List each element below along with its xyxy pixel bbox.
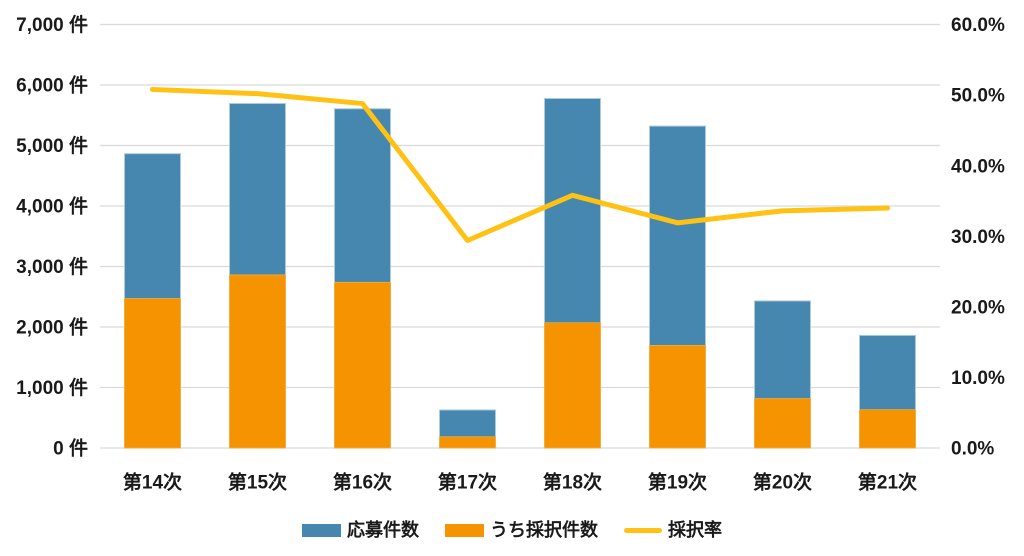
x-axis-category-label: 第19次 — [648, 471, 707, 494]
legend-label-rate: 採択率 — [668, 520, 722, 540]
right-axis-tick-label: 30.0% — [951, 227, 1005, 248]
bar-adopted-6 — [649, 345, 706, 449]
left-axis-tick-label: 2,000 件 — [16, 316, 88, 339]
left-axis-tick-label: 4,000 件 — [16, 195, 88, 218]
bar-adopted-5 — [544, 322, 601, 449]
legend-item-adopted: うち採択件数 — [445, 521, 598, 539]
x-axis-category-label: 第18次 — [543, 471, 602, 494]
right-axis-tick-label: 10.0% — [951, 368, 1005, 389]
rate-line — [150, 86, 890, 243]
left-axis-tick-label: 5,000 件 — [16, 134, 88, 157]
chart-legend: 応募件数 うち採択件数 採択率 — [0, 521, 1024, 539]
x-axis-category-label: 第14次 — [123, 471, 182, 494]
right-axis-tick-label: 40.0% — [951, 156, 1005, 177]
left-axis-tick-label: 3,000 件 — [16, 255, 88, 278]
x-axis-category-label: 第21次 — [858, 471, 917, 494]
legend-swatch-applications-icon — [302, 523, 341, 537]
legend-item-applications: 応募件数 — [302, 521, 419, 539]
right-axis-tick-label: 20.0% — [951, 297, 1005, 318]
x-axis-category-label: 第15次 — [228, 471, 287, 494]
legend-label-adopted: うち採択件数 — [490, 520, 598, 540]
legend-label-applications: 応募件数 — [347, 520, 419, 540]
bar-adopted-8 — [859, 409, 916, 449]
bar-adopted-3 — [334, 281, 391, 449]
left-axis-tick-label: 1,000 件 — [16, 376, 88, 399]
left-axis-tick-label: 7,000 件 — [16, 13, 88, 36]
right-axis-tick-label: 0.0% — [951, 439, 994, 460]
left-axis-tick-label: 6,000 件 — [16, 74, 88, 97]
legend-line-rate-icon — [624, 527, 662, 533]
right-axis-tick-label: 60.0% — [951, 15, 1005, 36]
legend-swatch-adopted-icon — [445, 523, 484, 537]
bar-adopted-2 — [229, 274, 286, 449]
left-axis-tick-label: 0 件 — [53, 437, 88, 460]
right-axis-tick-label: 50.0% — [951, 86, 1005, 107]
legend-item-rate: 採択率 — [624, 521, 722, 539]
x-axis-category-label: 第17次 — [438, 471, 497, 494]
bar-adopted-1 — [124, 298, 181, 449]
bar-adopted-7 — [754, 398, 811, 449]
x-axis-category-label: 第16次 — [333, 471, 392, 494]
bar-adopted-4 — [439, 436, 496, 449]
x-axis-category-label: 第20次 — [753, 471, 812, 494]
